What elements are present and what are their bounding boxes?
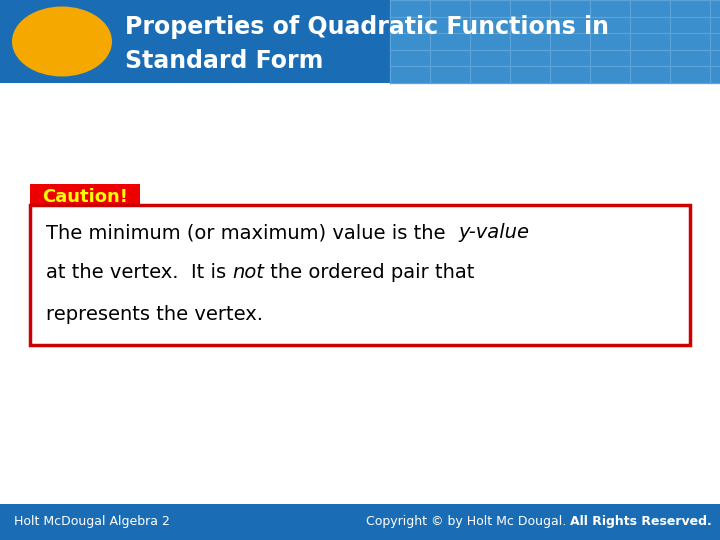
Text: Standard Form: Standard Form xyxy=(125,49,323,72)
Text: not: not xyxy=(233,262,264,282)
Text: All Rights Reserved.: All Rights Reserved. xyxy=(570,516,712,529)
Text: Copyright © by Holt Mc Dougal.: Copyright © by Holt Mc Dougal. xyxy=(366,516,570,529)
Bar xyxy=(0,0,720,83)
Text: represents the vertex.: represents the vertex. xyxy=(46,305,263,323)
Bar xyxy=(30,205,690,345)
Bar xyxy=(30,184,140,210)
Text: at the vertex.  It is: at the vertex. It is xyxy=(46,262,233,282)
Text: The minimum (or maximum) value is the: The minimum (or maximum) value is the xyxy=(46,224,458,242)
Text: the ordered pair that: the ordered pair that xyxy=(264,262,474,282)
Bar xyxy=(0,504,720,540)
Text: Caution!: Caution! xyxy=(42,188,128,206)
Ellipse shape xyxy=(12,6,112,77)
Bar xyxy=(390,0,720,83)
Text: y-value: y-value xyxy=(458,224,529,242)
Text: Holt McDougal Algebra 2: Holt McDougal Algebra 2 xyxy=(14,516,170,529)
Text: Properties of Quadratic Functions in: Properties of Quadratic Functions in xyxy=(125,15,609,39)
